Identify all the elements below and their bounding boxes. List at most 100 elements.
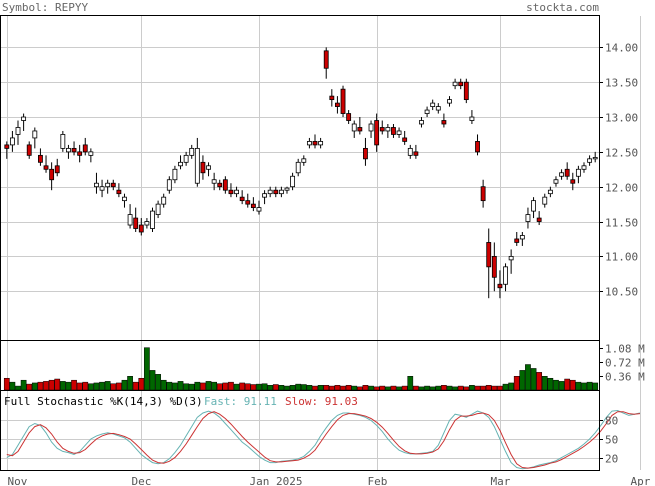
stochastic-panel-frame <box>0 390 600 471</box>
candle-body <box>396 130 402 135</box>
candle-body <box>519 235 525 240</box>
volume-bar <box>502 383 509 391</box>
candle-body <box>508 255 514 261</box>
volume-bar <box>15 385 21 391</box>
price-tick-label: 11.50 <box>605 217 638 230</box>
volume-bar <box>418 386 425 391</box>
volume-bar <box>446 385 453 391</box>
candle-body <box>166 179 172 191</box>
candle-body <box>183 154 189 163</box>
volume-bar <box>267 385 274 391</box>
candle-body <box>503 266 508 285</box>
candle-body <box>553 179 559 184</box>
volume-bar <box>463 386 470 391</box>
volume-bar <box>429 386 436 391</box>
candle-body <box>189 147 195 156</box>
volume-bar <box>155 374 161 391</box>
volume-bar <box>166 381 173 391</box>
candle-body <box>497 283 503 289</box>
candle-body <box>564 168 570 177</box>
candle-body <box>38 154 43 163</box>
candle-body <box>49 168 55 181</box>
candle-body <box>217 182 223 188</box>
candle-body <box>463 81 469 101</box>
volume-bar <box>536 372 543 391</box>
candle-body <box>458 81 464 87</box>
volume-bar <box>345 385 352 391</box>
volume-bar <box>592 382 599 391</box>
price-tick-label: 12.50 <box>605 147 638 160</box>
volume-bar <box>272 384 279 391</box>
volume-bar <box>295 383 302 391</box>
candle-body <box>250 203 256 209</box>
volume-bar <box>541 376 548 391</box>
candle-body <box>278 189 284 195</box>
volume-bar <box>71 379 77 391</box>
price-tick-label: 10.50 <box>605 286 638 299</box>
volume-bar <box>250 384 257 391</box>
candle-body <box>542 196 548 205</box>
volume-bar <box>379 385 386 391</box>
volume-bar <box>144 347 150 391</box>
volume-bar <box>401 385 408 391</box>
volume-bar <box>424 385 430 391</box>
candle-body <box>239 196 245 202</box>
candle-body <box>26 144 32 156</box>
candle-body <box>234 189 239 195</box>
volume-bar <box>525 364 531 391</box>
volume-bar <box>65 381 72 391</box>
volume-bar <box>93 382 100 391</box>
candle-body <box>211 179 217 184</box>
candle-body <box>435 106 441 111</box>
volume-bar <box>205 381 212 391</box>
candle-body <box>374 120 380 146</box>
price-tick-label: 13.50 <box>605 77 638 90</box>
candle-body <box>536 217 542 222</box>
volume-bar <box>149 370 156 391</box>
volume-bar <box>76 382 83 391</box>
volume-bar <box>172 382 178 391</box>
site-label: stockta.com <box>526 1 599 14</box>
volume-bar <box>54 378 61 391</box>
candle-body <box>379 127 385 132</box>
candle-body <box>531 200 536 212</box>
volume-bar <box>261 383 268 391</box>
volume-bar <box>362 385 369 391</box>
volume-bar <box>340 385 346 391</box>
volume-bar <box>20 379 27 391</box>
candle-body <box>335 102 340 107</box>
volume-bar <box>26 383 33 391</box>
candle-body <box>525 214 531 222</box>
volume-bar <box>441 385 447 391</box>
volume-bar <box>306 385 313 391</box>
candle-body <box>54 165 60 174</box>
volume-bar <box>216 383 223 391</box>
volume-bar <box>3 377 10 391</box>
candle-body <box>475 141 480 153</box>
candle-body <box>172 168 178 181</box>
candle-body <box>60 134 66 149</box>
candle-body <box>514 238 520 243</box>
volume-bar <box>132 381 139 391</box>
candle-body <box>116 189 122 195</box>
volume-tick-label: 0.72 M <box>605 357 645 370</box>
volume-bar <box>396 386 402 391</box>
volume-bar <box>356 386 363 391</box>
volume-bar <box>31 382 38 391</box>
stochastic-tick-label: 50 <box>605 434 618 447</box>
volume-bar <box>194 381 201 391</box>
volume-bar <box>256 383 262 391</box>
candle-body <box>32 130 38 139</box>
volume-bar <box>373 386 380 391</box>
volume-bar <box>413 385 419 391</box>
stochastic-tick-label: 80 <box>605 415 618 428</box>
price-tick-label: 13.00 <box>605 112 638 125</box>
price-tick-label: 12.00 <box>605 182 638 195</box>
symbol-label: Symbol: REPYY <box>2 1 88 14</box>
candle-body <box>402 137 408 142</box>
candle-body <box>262 193 267 198</box>
volume-tick-label: 0.36 M <box>605 371 645 384</box>
candle-body <box>15 127 21 135</box>
candle-body <box>312 141 318 146</box>
